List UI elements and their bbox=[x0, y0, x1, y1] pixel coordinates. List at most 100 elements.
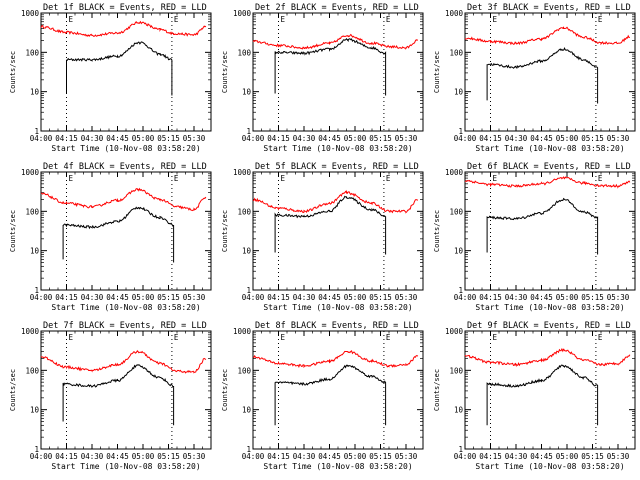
x-tick-label: 04:00 bbox=[30, 293, 53, 302]
x-tick-label: 05:30 bbox=[395, 452, 418, 461]
x-tick-label: 05:00 bbox=[344, 452, 367, 461]
x-tick-label: 04:00 bbox=[30, 134, 53, 143]
x-tick-label: 05:00 bbox=[556, 134, 579, 143]
event-marker-label: E bbox=[386, 174, 391, 183]
event-marker-label: E bbox=[598, 333, 603, 342]
x-tick-label: 05:15 bbox=[369, 452, 392, 461]
x-tick-label: 05:30 bbox=[183, 293, 206, 302]
x-axis-label: Start Time (10-Nov-08 03:58:20) bbox=[51, 462, 200, 471]
series-lld-red bbox=[41, 189, 206, 211]
x-tick-label: 05:00 bbox=[556, 293, 579, 302]
y-tick-label: 100 bbox=[25, 48, 39, 57]
y-tick-label: 100 bbox=[237, 48, 251, 57]
x-tick-label: 04:15 bbox=[479, 293, 502, 302]
x-tick-label: 04:00 bbox=[242, 134, 265, 143]
x-tick-label: 04:30 bbox=[81, 293, 104, 302]
y-tick-label: 100 bbox=[25, 366, 39, 375]
y-tick-label: 1 bbox=[34, 445, 39, 454]
panel-title: Det 2f BLACK = Events, RED = LLD bbox=[255, 3, 419, 13]
event-marker-label: E bbox=[69, 333, 74, 342]
x-tick-label: 05:00 bbox=[132, 134, 155, 143]
x-tick-label: 05:15 bbox=[581, 452, 604, 461]
event-marker-label: E bbox=[386, 15, 391, 24]
series-lld-red bbox=[41, 22, 206, 37]
x-tick-label: 04:45 bbox=[530, 134, 553, 143]
panel-det-5: Det 5f BLACK = Events, RED = LLD04:00 04:… bbox=[221, 162, 423, 312]
y-axis-label: Counts/sec bbox=[9, 369, 17, 411]
panel-title: Det 1f BLACK = Events, RED = LLD bbox=[43, 3, 207, 13]
x-axis-label: Start Time (10-Nov-08 03:58:20) bbox=[263, 462, 412, 471]
y-tick-label: 1 bbox=[246, 127, 251, 136]
x-tick-label: 04:45 bbox=[530, 452, 553, 461]
x-tick-label: 05:30 bbox=[395, 293, 418, 302]
series-events-black bbox=[63, 365, 174, 425]
y-axis-label: Counts/sec bbox=[433, 51, 441, 93]
y-tick-label: 100 bbox=[25, 207, 39, 216]
panel-title: Det 8f BLACK = Events, RED = LLD bbox=[255, 321, 419, 331]
y-tick-label: 1 bbox=[458, 127, 463, 136]
x-tick-label: 04:00 bbox=[454, 452, 477, 461]
event-marker-label: E bbox=[174, 333, 179, 342]
x-tick-label: 05:30 bbox=[607, 452, 630, 461]
series-lld-red bbox=[253, 192, 418, 213]
series-events-black bbox=[487, 365, 597, 425]
x-tick-label: 04:30 bbox=[293, 293, 316, 302]
x-tick-label: 05:30 bbox=[183, 134, 206, 143]
event-marker-label: E bbox=[69, 15, 74, 24]
x-tick-label: 04:15 bbox=[479, 134, 502, 143]
x-axis-label: Start Time (10-Nov-08 03:58:20) bbox=[263, 303, 412, 312]
y-axis-label: Counts/sec bbox=[221, 51, 229, 93]
panel-title: Det 7f BLACK = Events, RED = LLD bbox=[43, 321, 207, 331]
y-tick-label: 10 bbox=[454, 88, 464, 97]
x-tick-label: 04:15 bbox=[55, 134, 78, 143]
y-axis-label: Counts/sec bbox=[433, 369, 441, 411]
x-tick-label: 04:45 bbox=[318, 293, 341, 302]
y-tick-label: 1000 bbox=[21, 168, 40, 177]
y-tick-label: 10 bbox=[30, 88, 40, 97]
x-tick-label: 05:15 bbox=[157, 293, 180, 302]
x-tick-label: 05:15 bbox=[369, 293, 392, 302]
y-tick-label: 10 bbox=[242, 406, 252, 415]
y-tick-label: 1 bbox=[458, 286, 463, 295]
x-tick-label: 04:45 bbox=[318, 452, 341, 461]
y-tick-label: 1000 bbox=[21, 9, 40, 18]
x-tick-label: 04:15 bbox=[55, 452, 78, 461]
series-events-black bbox=[63, 207, 174, 262]
x-tick-label: 04:30 bbox=[505, 293, 528, 302]
panel-title: Det 4f BLACK = Events, RED = LLD bbox=[43, 162, 207, 172]
y-tick-label: 1000 bbox=[445, 327, 464, 336]
event-marker-label: E bbox=[69, 174, 74, 183]
x-tick-label: 04:00 bbox=[242, 452, 265, 461]
y-tick-label: 1000 bbox=[233, 9, 252, 18]
series-lld-red bbox=[41, 351, 206, 373]
x-tick-label: 05:15 bbox=[581, 293, 604, 302]
y-tick-label: 10 bbox=[242, 247, 252, 256]
x-axis-label: Start Time (10-Nov-08 03:58:20) bbox=[475, 303, 624, 312]
y-tick-label: 10 bbox=[242, 88, 252, 97]
event-marker-label: E bbox=[493, 333, 498, 342]
x-axis-label: Start Time (10-Nov-08 03:58:20) bbox=[51, 144, 200, 153]
y-tick-label: 1000 bbox=[445, 9, 464, 18]
panel-det-4: Det 4f BLACK = Events, RED = LLD 04:00 04:… bbox=[9, 162, 211, 312]
x-tick-label: 04:45 bbox=[106, 293, 129, 302]
x-tick-label: 05:30 bbox=[607, 293, 630, 302]
x-tick-label: 04:30 bbox=[81, 452, 104, 461]
panel-det-3: Det 3f BLACK = Events, RED = LLD04:00 04:… bbox=[433, 3, 635, 153]
panel-title: Det 9f BLACK = Events, RED = LLD bbox=[467, 321, 631, 331]
y-tick-label: 1000 bbox=[445, 168, 464, 177]
x-tick-label: 04:15 bbox=[479, 452, 502, 461]
x-tick-label: 04:30 bbox=[505, 134, 528, 143]
series-lld-red bbox=[253, 351, 418, 367]
y-tick-label: 100 bbox=[449, 366, 463, 375]
x-tick-label: 04:30 bbox=[81, 134, 104, 143]
y-tick-label: 1 bbox=[246, 445, 251, 454]
x-tick-label: 05:15 bbox=[157, 452, 180, 461]
x-tick-label: 04:30 bbox=[505, 452, 528, 461]
series-lld-red bbox=[465, 349, 630, 366]
y-tick-label: 1000 bbox=[233, 327, 252, 336]
y-tick-label: 1 bbox=[458, 445, 463, 454]
